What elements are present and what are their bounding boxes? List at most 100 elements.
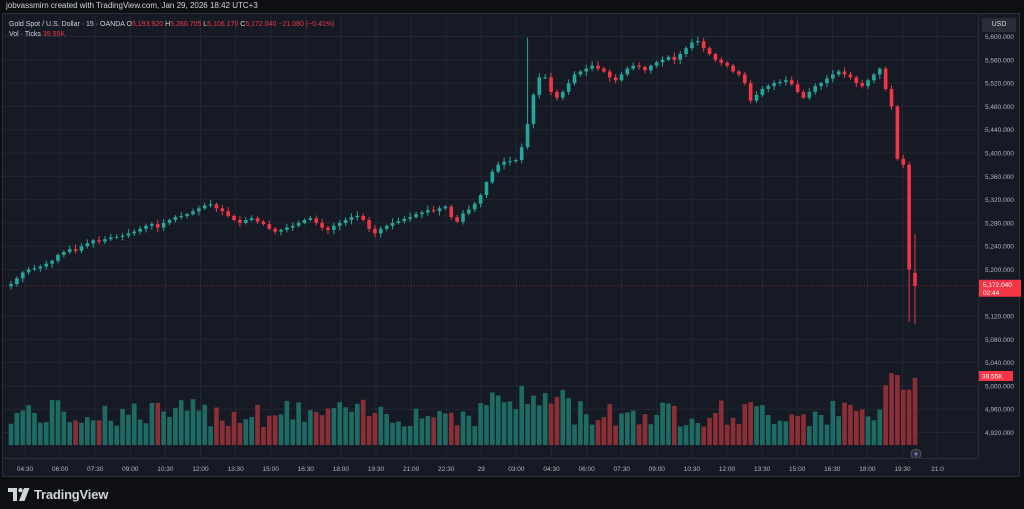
volume-bar [501, 402, 507, 445]
volume-bar [542, 393, 548, 445]
price-tick-label: 5,200.000 [985, 267, 1014, 274]
volume-bar [290, 419, 296, 445]
candle-body [20, 272, 25, 279]
candle-body [290, 225, 295, 228]
candle-body [578, 71, 583, 75]
candle-body [285, 227, 289, 230]
candle-body [408, 217, 412, 219]
candle-body [625, 68, 630, 75]
tradingview-logo[interactable]: TradingView [8, 486, 108, 502]
volume-bar [771, 424, 777, 445]
price-tick-label: 5,080.000 [985, 337, 1014, 344]
volume-bar [372, 412, 378, 445]
candle-body [672, 56, 677, 60]
volume-bar [184, 410, 190, 445]
candle-body [666, 56, 671, 60]
volume-bar [249, 417, 254, 445]
legend-low: 5,106.170 [207, 21, 239, 28]
legend-h-label: H [165, 21, 171, 28]
candle-body [26, 269, 31, 273]
candle-body [455, 217, 459, 222]
price-axis-svg[interactable]: 5,600.000 5,560.000 5,520.000 5,480.000 5,44… [979, 14, 1021, 458]
volume-bar [654, 414, 660, 445]
currency-button[interactable]: USD [982, 18, 1016, 32]
attribution-bar: jobvassmirn created with TradingView.com… [0, 0, 1024, 13]
candle-body [572, 74, 577, 84]
candle-body [103, 239, 107, 242]
candle-body [367, 219, 371, 229]
time-tick-label: 13:30 [754, 466, 771, 473]
volume-bar [149, 402, 155, 445]
candle-body [255, 218, 260, 222]
volume-bar [401, 426, 407, 445]
time-axis-svg[interactable]: 04:30 06:00 07:30 09:00 10:30 12:00 13:30 15:00… [3, 459, 978, 477]
candle-body [654, 62, 659, 66]
candle-body [431, 210, 436, 212]
volume-bar [724, 424, 730, 445]
volume-bar [836, 416, 842, 445]
volume-legend-label[interactable]: Vol · Ticks [9, 31, 41, 38]
time-tick-label: 15:00 [263, 466, 280, 473]
candle-body [742, 74, 747, 84]
candle-body [56, 254, 60, 261]
volume-bar [460, 411, 466, 445]
candle-body [502, 161, 506, 165]
volume-bar [812, 411, 818, 445]
volume-bar [859, 409, 865, 445]
candle-body [108, 237, 113, 240]
volume-bar [220, 420, 225, 445]
time-tick-label: 10:30 [157, 466, 174, 473]
tradingview-logo-icon [8, 487, 30, 501]
candle-body [85, 243, 90, 247]
candle-body [490, 171, 495, 183]
candle-body [273, 228, 277, 232]
candle-body [678, 54, 683, 60]
volume-bar [789, 414, 795, 445]
price-chart[interactable] [3, 14, 978, 460]
candle-body [484, 182, 489, 195]
chart-area[interactable]: Gold Spot / U.S. Dollar · 15 · OANDA O5,… [3, 14, 978, 460]
volume-bar [49, 399, 55, 445]
price-tick-label: 5,120.000 [985, 314, 1014, 321]
volume-bar [889, 373, 894, 445]
candle-body [560, 91, 565, 98]
candle-body [302, 219, 307, 223]
chart-panel[interactable]: Gold Spot / U.S. Dollar · 15 · OANDA O5,… [2, 13, 1021, 477]
volume-bar [272, 415, 278, 445]
candle-body [725, 62, 729, 66]
candle-body [877, 68, 882, 75]
volume-bar [484, 405, 489, 445]
time-tick-label: 19:30 [894, 466, 911, 473]
volume-bar [519, 385, 525, 445]
volume-bar [425, 415, 431, 445]
candle-body [402, 218, 407, 222]
volume-bar [396, 421, 401, 445]
legend-symbol[interactable]: Gold Spot / U.S. Dollar · 15 · OANDA [9, 21, 125, 28]
volume-bar [895, 375, 900, 445]
candle-body [907, 164, 911, 270]
volume-bar [96, 420, 102, 445]
volume-bar [595, 420, 601, 445]
candle-body [179, 215, 184, 218]
candle-body [772, 83, 776, 87]
candle-body [396, 221, 401, 223]
volume-bar [448, 412, 454, 445]
volume-bar [120, 408, 125, 445]
volume-bar [143, 423, 149, 445]
time-tick-label: 12:00 [192, 466, 209, 473]
volume-bar [114, 425, 119, 445]
candle-body [590, 65, 594, 69]
candle-body [649, 65, 653, 71]
candle-body [889, 88, 894, 107]
candle-body [836, 71, 841, 75]
price-axis[interactable]: 5,600.000 5,560.000 5,520.000 5,480.000 5,44… [978, 14, 1021, 458]
candle-body [531, 94, 536, 124]
volume-bar [707, 417, 712, 445]
volume-bar [202, 404, 208, 445]
price-tick-label: 4,960.000 [985, 407, 1014, 414]
candle-body [901, 158, 906, 165]
legend-l-label: L [203, 21, 208, 28]
candle-body [602, 68, 606, 72]
time-axis[interactable]: 04:30 06:00 07:30 09:00 10:30 12:00 13:30 15:00… [3, 458, 978, 477]
candle-body [378, 228, 383, 234]
